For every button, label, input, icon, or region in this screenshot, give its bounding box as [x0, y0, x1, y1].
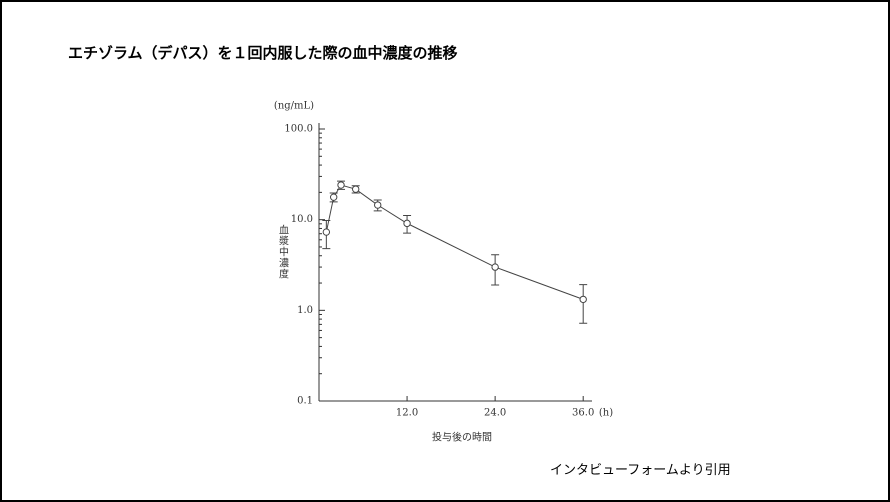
y-tick-label: 1.0 — [297, 305, 313, 316]
y-tick-label: 10.0 — [291, 214, 313, 225]
data-point — [374, 201, 382, 209]
data-line — [325, 184, 584, 300]
y-tick-label: 0.1 — [297, 396, 313, 407]
data-point — [337, 181, 345, 189]
data-point — [329, 193, 338, 201]
x-tick-label: 36.0 — [572, 408, 594, 419]
x-unit: (h) — [599, 408, 613, 419]
data-point — [491, 263, 499, 271]
x-tick-label: 12.0 — [396, 408, 418, 419]
error-bar — [579, 284, 588, 324]
y-unit: (ng/mL) — [274, 101, 314, 112]
source-note: インタビューフォームより引用 — [550, 463, 731, 478]
data-point — [403, 219, 411, 228]
data-point — [351, 185, 360, 193]
x-axis-label: 投与後の時間 — [432, 431, 492, 444]
y-axis-label: 血漿中濃度 — [277, 223, 289, 279]
y-tick-label: 100.0 — [284, 124, 313, 135]
x-tick-label: 24.0 — [484, 408, 506, 419]
data-point — [322, 228, 331, 236]
data-point — [579, 295, 587, 304]
slide-title: エチゾラム（デパス）を１回内服した際の血中濃度の推移 — [68, 44, 458, 62]
